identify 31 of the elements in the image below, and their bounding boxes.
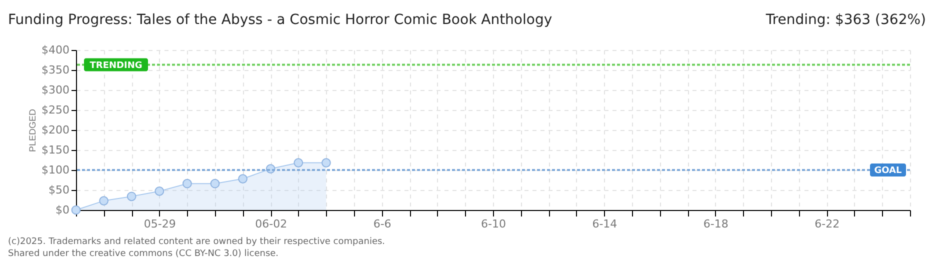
text: Shared under the creative commons (CC BY-NC 3.0) license. (8, 248, 280, 260)
x-tick-label: 6-6 (373, 218, 392, 230)
point (154, 186, 164, 196)
chart-title: Funding Progress: Tales of the Abyss - a Cosmic Horror Comic Book Anthology (8, 12, 552, 28)
point (294, 158, 304, 168)
point (238, 174, 248, 184)
x-tick-label: 6-22 (814, 218, 840, 230)
y-tick-label: $50 (48, 184, 70, 196)
y-tick-label: $100 (42, 164, 70, 176)
ref-line-label: GOAL (874, 166, 902, 176)
y-tick-label: $200 (42, 124, 70, 136)
x-tick-label: 6-10 (481, 218, 506, 230)
point (99, 196, 108, 206)
x-tick-label: 05-29 (144, 218, 176, 230)
x-tick-label: 6-14 (592, 218, 618, 230)
x-tick-label: 06-02 (255, 218, 288, 230)
x-tick-label: 6-18 (703, 218, 728, 230)
ref-line-label: TRENDING (90, 60, 142, 71)
point (322, 158, 331, 168)
text: (c)2025. Trademarks and related content are owned by their respective companies. (8, 236, 386, 248)
point (126, 192, 136, 202)
y-tick-label: $400 (42, 44, 70, 56)
point (182, 178, 192, 188)
y-tick-label: $300 (42, 84, 70, 96)
point (210, 178, 220, 188)
y-tick-label: $150 (42, 144, 70, 156)
y-tick-label: $350 (42, 64, 70, 76)
y-axis-title: PLEDGED (28, 108, 38, 152)
y-tick-label: $0 (56, 204, 70, 216)
chart-subtitle: Trending: $363 (362%) (766, 12, 926, 28)
y-tick-label: $250 (42, 104, 70, 116)
